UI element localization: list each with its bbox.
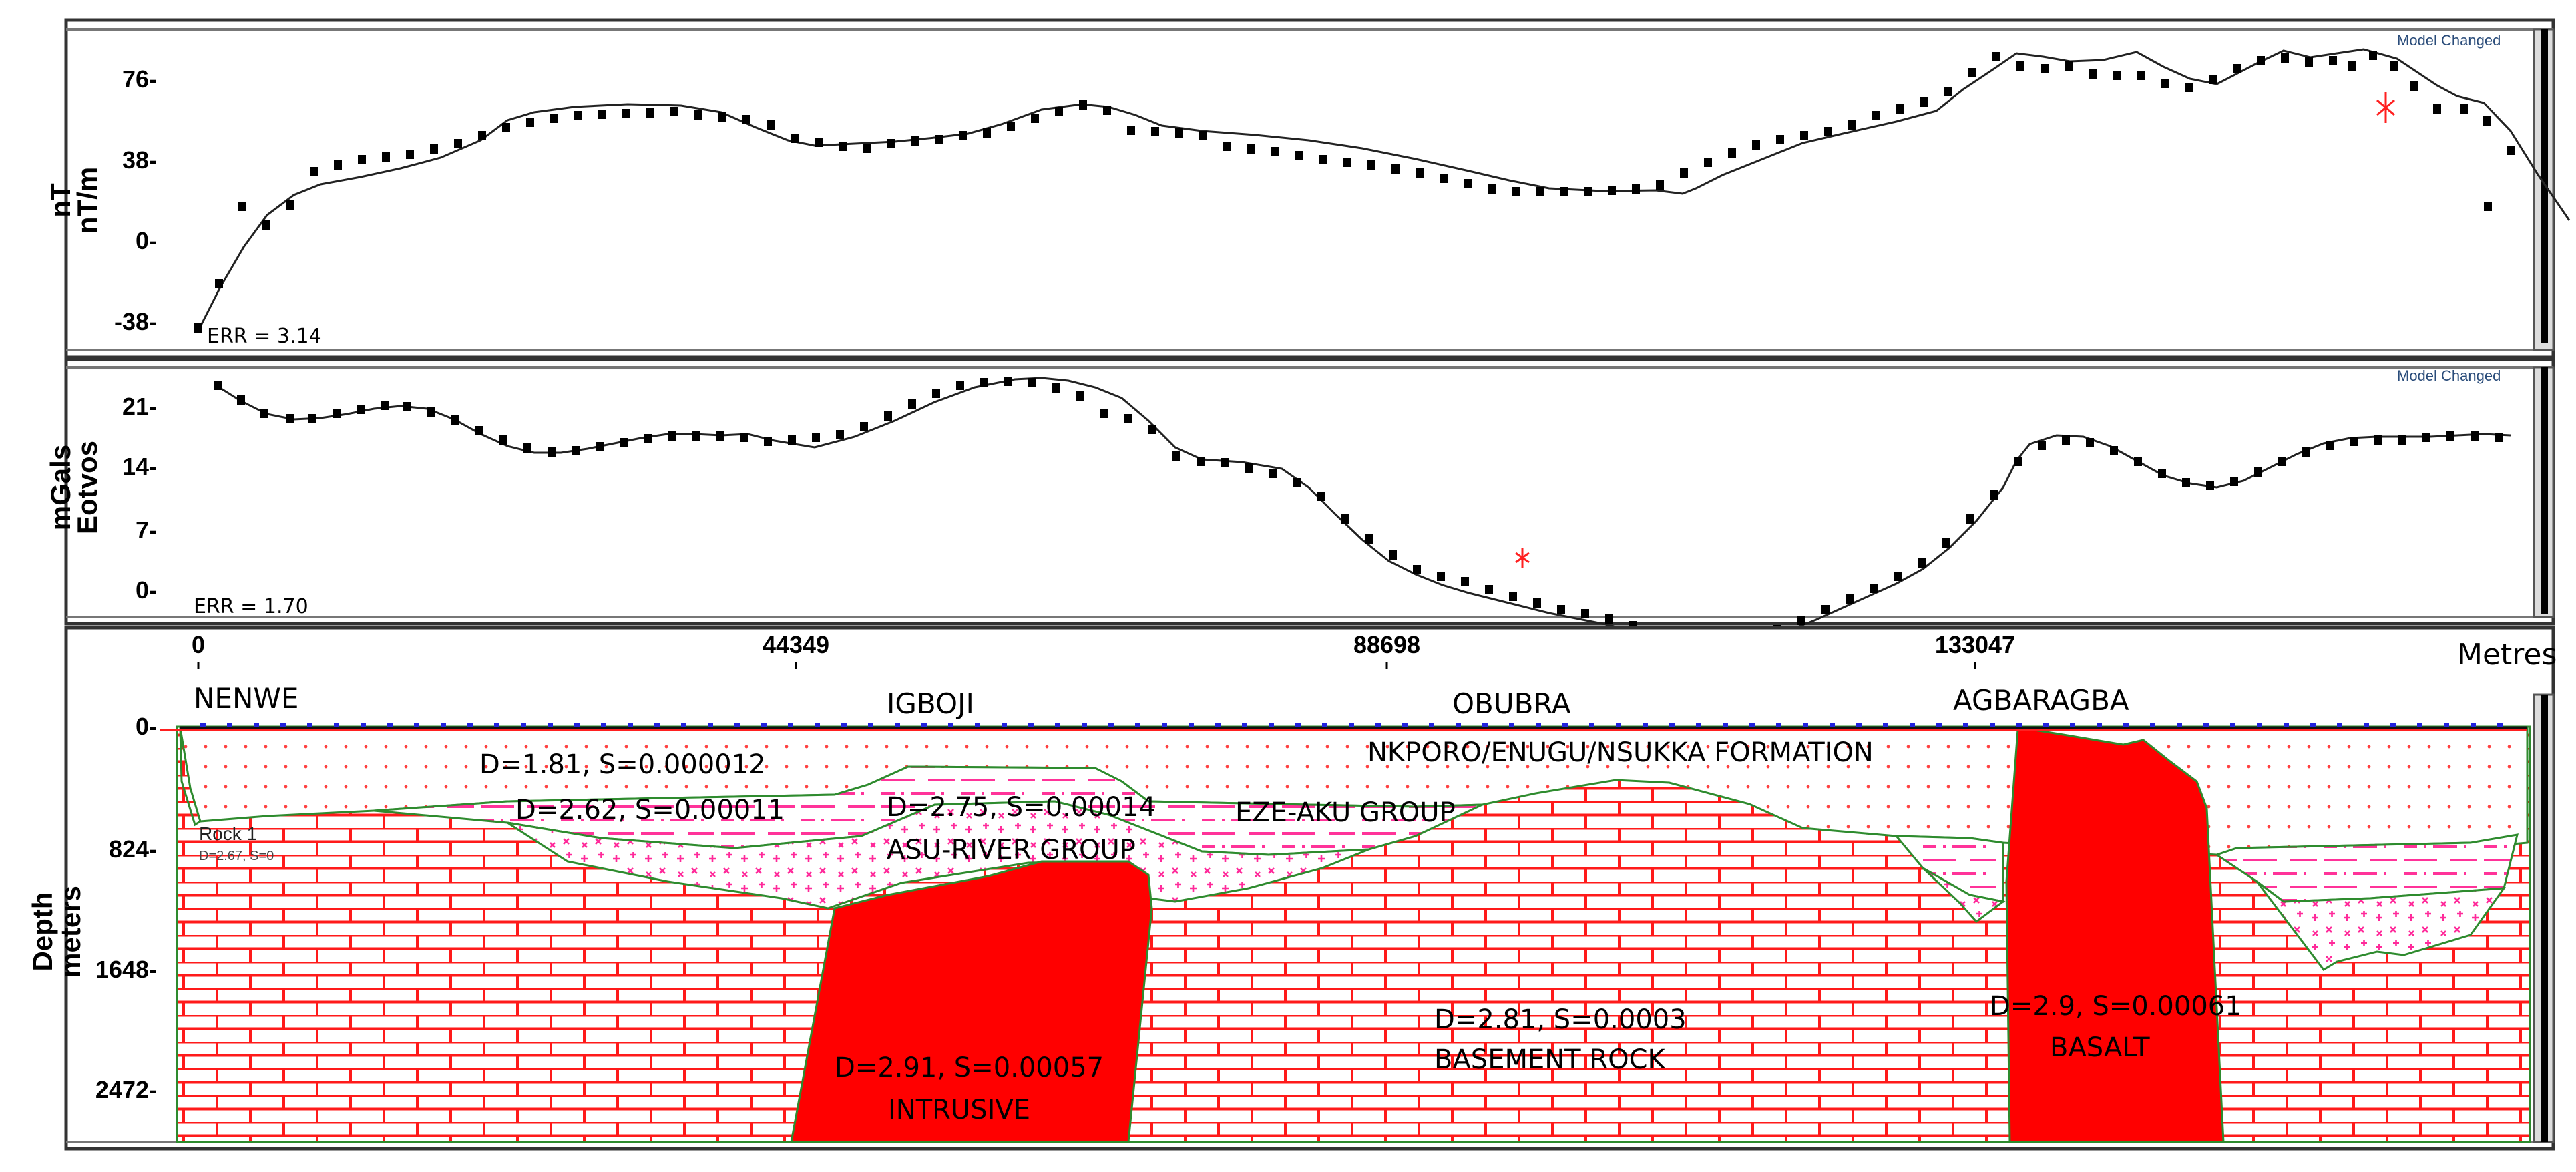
asu-river-far-right-body[interactable]	[2256, 880, 2507, 971]
label-nkporo-props: D=1.81, S=0.000012	[479, 749, 766, 780]
selected-station-marker[interactable]	[2376, 92, 2395, 123]
mag-calculated-curve	[197, 48, 2571, 331]
intrusive-body[interactable]	[790, 860, 1153, 1143]
depth-tick-2472: 2472-	[95, 1076, 157, 1103]
distance-axis: 0 44349 88698 133047 Metres	[192, 631, 2557, 672]
label-basement-props: D=2.81, S=0.0003	[1434, 1004, 1687, 1035]
label-intrusive-name: INTRUSIVE	[888, 1095, 1030, 1125]
rock-1-boundary[interactable]	[179, 729, 201, 827]
asu-river-group-body[interactable]	[507, 800, 1369, 910]
mag-ylabel-1: nT	[45, 183, 76, 218]
depth-tick-0: 0-	[136, 713, 157, 740]
xtick-88698: 88698	[1353, 631, 1420, 658]
grav-ylabel-1: mGals	[45, 445, 76, 530]
label-ezeaku-name: EZE-AKU GROUP	[1235, 797, 1456, 828]
label-basement-name: BASEMENT ROCK	[1434, 1044, 1667, 1075]
mag-error-text: ERR = 3.14	[207, 325, 322, 348]
grav-ytick-7: 7-	[136, 516, 157, 544]
asu-river-right-body[interactable]	[1922, 867, 2006, 924]
grav-ylabel-2: Eotvos	[71, 441, 103, 534]
xtick-0: 0	[192, 631, 205, 658]
label-asuriver-name: ASU-RIVER GROUP	[887, 835, 1136, 865]
xaxis-unit: Metres	[2457, 638, 2557, 672]
mag-ytick-38: 38-	[122, 146, 157, 174]
grav-observed-points	[214, 377, 2503, 645]
mag-ytick-neg38: -38-	[114, 308, 157, 335]
magnetic-panel: nT nT/m 76- 38- 0- -38- ERR = 3.14 Model…	[45, 18, 2571, 359]
depth-ylabel-2: meters	[55, 886, 86, 978]
station-markers	[200, 723, 2503, 727]
label-basalt-name: BASALT	[2050, 1032, 2150, 1063]
label-ezeaku-props: D=2.62, S=0.00011	[515, 795, 785, 825]
grav-error-text: ERR = 1.70	[194, 595, 308, 618]
mag-observed-points	[194, 51, 2515, 333]
grav-ytick-14: 14-	[122, 453, 157, 480]
label-asuriver-props: D=2.75, S=0.00014	[887, 792, 1156, 823]
label-nkporo-name: NKPORO/ENUGU/NSUKKA FORMATION	[1367, 737, 1874, 768]
mag-ylabel-2: nT/m	[71, 167, 103, 234]
magnetic-panel-scrollbar[interactable]	[2533, 28, 2555, 351]
mag-ytick-76: 76-	[122, 65, 157, 93]
section-panel: 0 44349 88698 133047 Metres Depth meters…	[27, 626, 2557, 1151]
xtick-44349: 44349	[763, 631, 829, 658]
label-rock1-props: D=2.67, S=0	[199, 849, 274, 863]
label-basalt-props: D=2.9, S=0.00061	[1990, 991, 2242, 1022]
grav-ytick-0: 0-	[136, 576, 157, 604]
mag-ytick-0: 0-	[136, 227, 157, 254]
grav-ytick-21: 21-	[122, 393, 157, 420]
grav-model-changed-status: Model Changed	[2397, 367, 2501, 384]
town-nenwe: NENWE	[194, 682, 298, 715]
section-panel-scrollbar[interactable]	[2533, 693, 2555, 1143]
gravity-panel: mGals Eotvos 21- 14- 7- 0- ERR = 1.70 Mo…	[45, 357, 2555, 648]
mag-model-changed-status: Model Changed	[2397, 32, 2501, 49]
depth-tick-1648: 1648-	[95, 956, 157, 983]
basalt-body[interactable]	[2005, 728, 2225, 1143]
gravity-panel-scrollbar[interactable]	[2533, 366, 2555, 618]
depth-ylabel-1: Depth	[27, 892, 58, 972]
label-intrusive-props: D=2.91, S=0.00057	[835, 1052, 1104, 1083]
town-obubra: OBUBRA	[1452, 687, 1571, 720]
depth-tick-824: 824-	[109, 835, 157, 863]
xtick-133047: 133047	[1935, 631, 2015, 658]
town-igboji: IGBOJI	[887, 687, 974, 720]
town-agbaragba: AGBARAGBA	[1953, 684, 2129, 717]
grav-selected-marker[interactable]	[1515, 548, 1530, 568]
label-rock1-name: Rock 1	[199, 823, 257, 844]
